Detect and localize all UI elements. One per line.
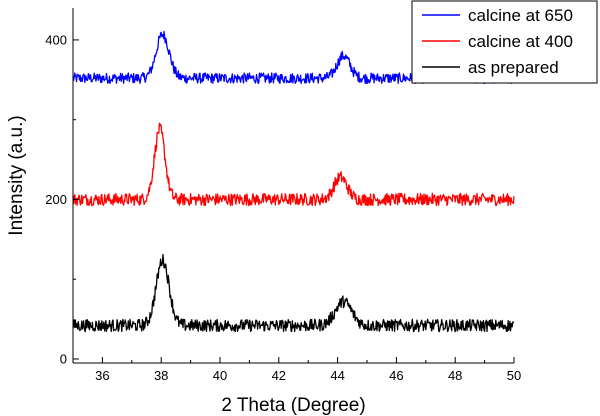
x-axis-title: 2 Theta (Degree): [221, 395, 365, 416]
x-tick-label: 40: [213, 368, 227, 383]
series-line-1: [72, 122, 515, 207]
legend-label: calcine at 650: [468, 6, 573, 25]
x-tick-label: 44: [330, 368, 344, 383]
y-tick-label: 200: [45, 192, 67, 207]
x-tick-label: 42: [272, 368, 286, 383]
y-axis-title: Intensity (a.u.): [6, 115, 27, 235]
legend-label: as prepared: [468, 58, 559, 77]
series-line-2: [72, 253, 515, 333]
x-tick-label: 38: [154, 368, 168, 383]
x-tick-label: 46: [389, 368, 403, 383]
legend-label: calcine at 400: [468, 32, 573, 51]
axes: 36 38 40 42 44 46 48 50 0 200 400: [45, 8, 521, 383]
x-tick-label: 48: [448, 368, 462, 383]
y-tick-label: 400: [45, 32, 67, 47]
legend: calcine at 650 calcine at 400 as prepared: [411, 0, 598, 84]
x-tick-label: 36: [95, 368, 109, 383]
x-tick-label: 50: [507, 368, 521, 383]
y-tick-label: 0: [60, 352, 67, 367]
